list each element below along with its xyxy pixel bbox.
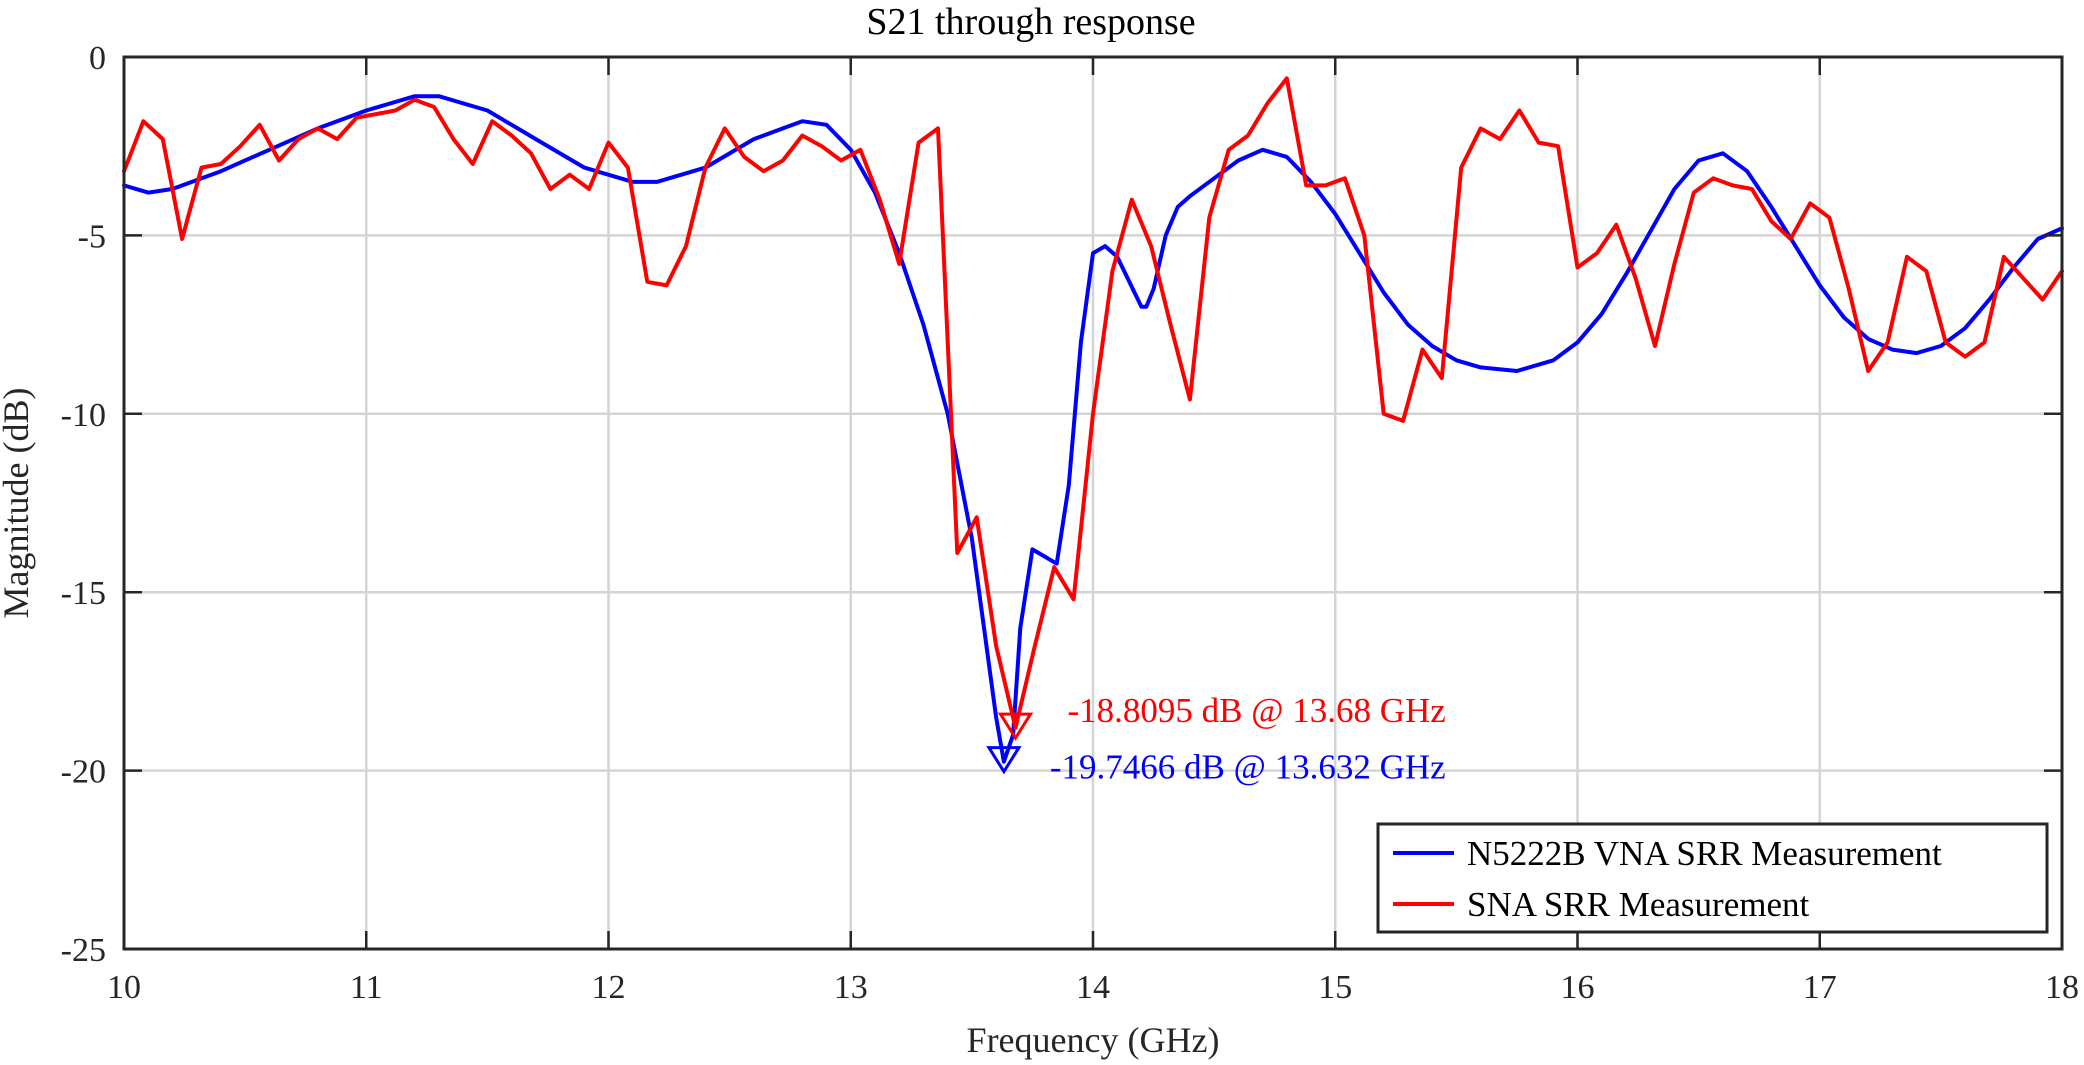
- y-tick-label: -5: [78, 218, 106, 255]
- x-tick-label: 10: [107, 969, 141, 1006]
- min-marker-vna: [986, 746, 1022, 775]
- x-tick-label: 17: [1803, 969, 1837, 1006]
- tick-marks: [122, 55, 2064, 951]
- series-line-vna: [122, 94, 2064, 764]
- y-tick-label: -20: [61, 754, 106, 791]
- x-tick-label: 14: [1076, 969, 1110, 1006]
- grid-lines: [124, 57, 2062, 949]
- y-tick-label: -15: [61, 575, 106, 612]
- legend-label-vna: N5222B VNA SRR Measurement: [1467, 834, 1942, 873]
- legend-label-sna: SNA SRR Measurement: [1467, 885, 1810, 924]
- min-annotation-vna: -19.7466 dB @ 13.632 GHz: [1050, 748, 1446, 787]
- chart-title: S21 through response: [866, 1, 1195, 43]
- x-axis-label: Frequency (GHz): [967, 1020, 1220, 1060]
- y-axis-label: Magnitude (dB): [0, 388, 36, 619]
- x-tick-label: 18: [2045, 969, 2079, 1006]
- y-tick-label: -10: [61, 397, 106, 434]
- x-tick-labels: 10 11 12 13 14 15 16 17 18: [107, 969, 2079, 1006]
- min-marker-sna: [997, 712, 1034, 741]
- marker-layer: -19.7466 dB @ 13.632 GHz -18.8095 dB @ 13…: [986, 691, 1446, 787]
- x-tick-label: 16: [1561, 969, 1595, 1006]
- legend: N5222B VNA SRR Measurement SNA SRR Measu…: [1376, 822, 2049, 934]
- y-tick-label: -25: [61, 932, 106, 969]
- x-tick-label: 12: [592, 969, 626, 1006]
- series-layer: [122, 76, 2064, 764]
- x-tick-label: 13: [834, 969, 868, 1006]
- legend-box: [1376, 822, 2049, 934]
- series-line-sna: [122, 76, 2064, 730]
- y-tick-labels: 0 -5 -10 -15 -20 -25: [61, 40, 106, 969]
- min-annotation-sna: -18.8095 dB @ 13.68 GHz: [1067, 691, 1445, 730]
- x-tick-label: 11: [350, 969, 383, 1006]
- x-tick-label: 15: [1318, 969, 1352, 1006]
- y-tick-label: 0: [89, 40, 106, 77]
